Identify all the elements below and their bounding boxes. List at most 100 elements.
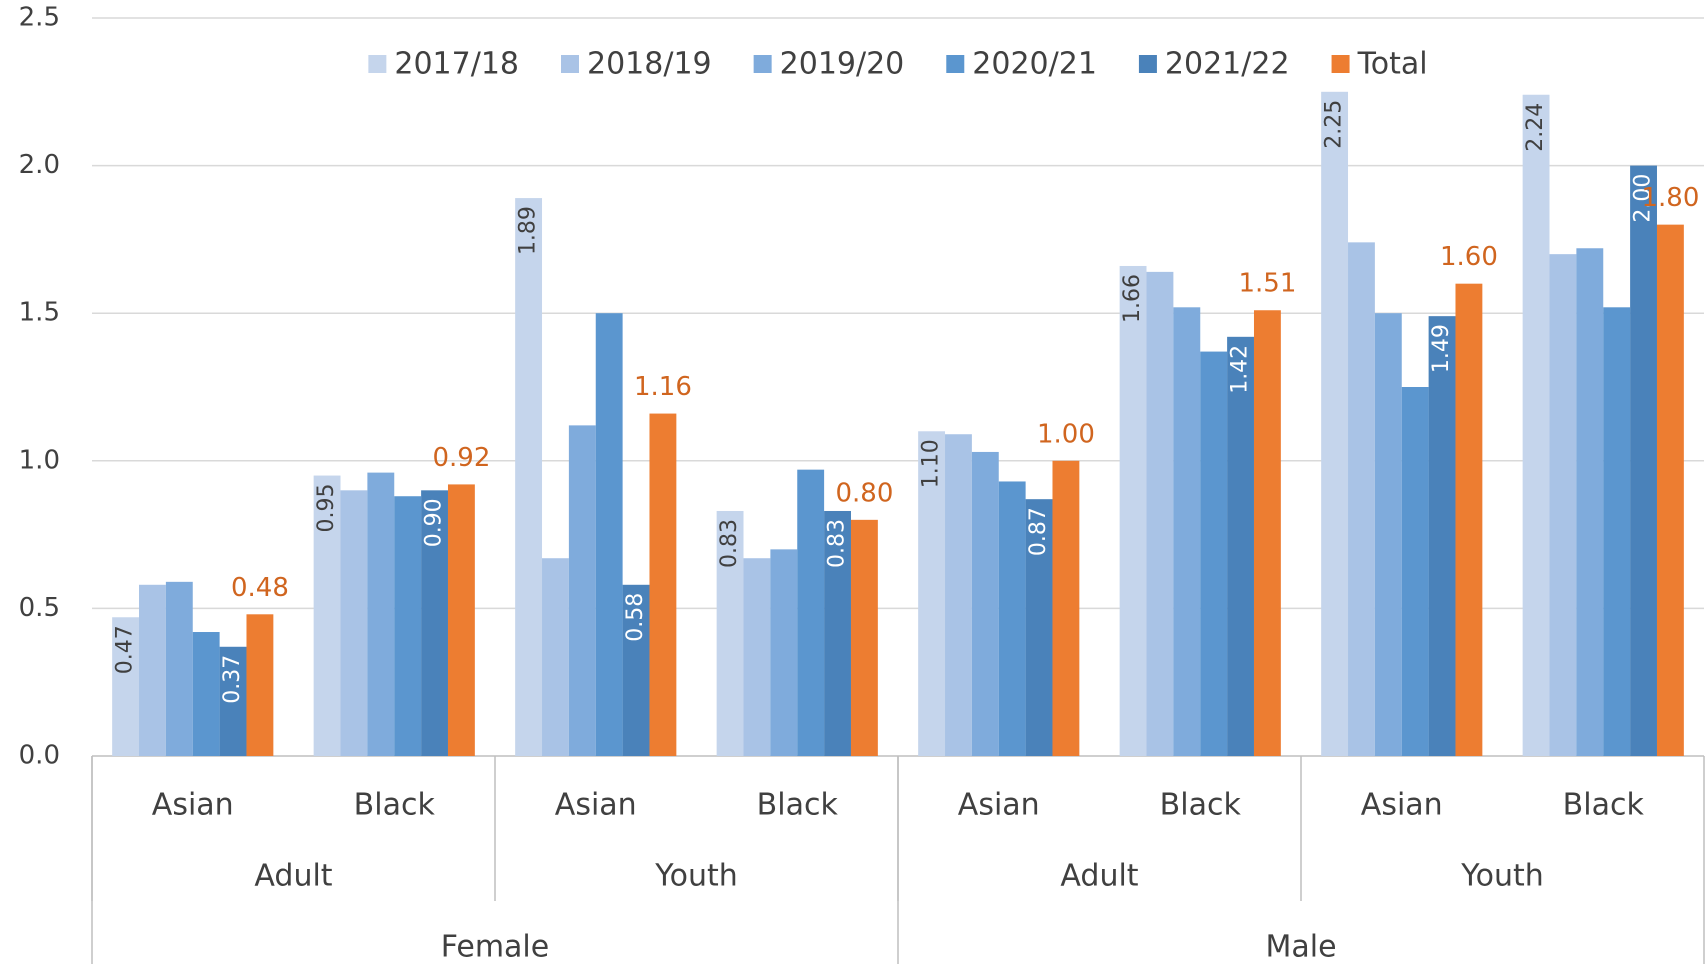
y-tick-label: 2.0	[19, 150, 60, 180]
data-label: 0.92	[432, 443, 490, 473]
bar	[1119, 265, 1147, 756]
bar	[1656, 224, 1684, 756]
bar	[192, 632, 220, 756]
bar	[313, 475, 341, 756]
x-tick-label: Black	[354, 788, 436, 823]
legend-label: Total	[1357, 47, 1428, 82]
legend-swatch	[561, 55, 579, 73]
x-tick-label: Asian	[555, 788, 637, 823]
y-tick-label: 1.0	[19, 445, 60, 475]
data-label: 1.49	[1429, 324, 1454, 373]
bar	[1200, 351, 1228, 756]
bar	[1146, 271, 1174, 756]
bar	[998, 481, 1026, 756]
bar	[1630, 165, 1657, 757]
bar	[219, 646, 247, 756]
bar	[1253, 310, 1281, 756]
x-group-label: Youth	[654, 859, 738, 894]
bar	[367, 472, 395, 756]
data-label: 0.48	[231, 573, 289, 603]
bar	[770, 549, 798, 756]
bar	[743, 558, 771, 756]
bar	[1052, 460, 1080, 756]
x-group-label: Adult	[1060, 859, 1138, 894]
x-group-label: Male	[1265, 930, 1336, 964]
bar	[394, 496, 422, 756]
bar	[515, 198, 543, 756]
bar	[850, 519, 878, 756]
data-label: 0.58	[623, 593, 648, 642]
legend-label: 2019/20	[780, 47, 905, 82]
data-label: 0.87	[1026, 507, 1051, 556]
bar	[1428, 316, 1456, 756]
x-tick-label: Black	[1160, 788, 1242, 823]
bar	[246, 614, 274, 756]
bar	[1374, 313, 1402, 756]
bar	[1522, 94, 1550, 756]
bar	[595, 313, 623, 756]
x-tick-label: Black	[757, 788, 839, 823]
data-label: 1.66	[1120, 274, 1145, 323]
bar	[542, 558, 569, 756]
bar	[945, 434, 972, 756]
legend-label: 2017/18	[394, 47, 519, 82]
bar	[797, 469, 825, 756]
y-tick-label: 0.0	[19, 741, 60, 771]
data-label: 1.00	[1037, 419, 1095, 449]
data-label: 1.51	[1238, 269, 1296, 299]
bar	[1576, 248, 1604, 757]
bar	[1025, 499, 1053, 756]
bar	[568, 425, 596, 756]
legend-swatch	[946, 55, 965, 73]
data-label: 0.47	[113, 625, 138, 674]
bar	[421, 490, 448, 756]
bar	[340, 490, 368, 756]
data-label: 0.95	[314, 484, 339, 533]
legend-swatch	[753, 55, 772, 73]
legend-swatch	[368, 55, 387, 73]
data-label: 1.42	[1228, 345, 1253, 394]
y-tick-label: 2.5	[19, 3, 60, 33]
legend-swatch	[1331, 55, 1350, 73]
bar	[1603, 307, 1631, 756]
legend-swatch	[1138, 55, 1157, 73]
data-label: 1.10	[919, 439, 944, 488]
data-label: 0.83	[825, 519, 850, 568]
bar	[971, 451, 999, 756]
data-label: 1.60	[1440, 242, 1498, 272]
bar	[165, 581, 193, 756]
bar	[1549, 254, 1577, 756]
legend-label: 2021/22	[1165, 47, 1290, 82]
data-label: 1.16	[634, 372, 692, 402]
bar	[622, 584, 650, 756]
data-label: 2.24	[1523, 103, 1548, 152]
bar	[1321, 91, 1349, 757]
data-label: 1.89	[516, 206, 541, 255]
bar	[1348, 242, 1375, 757]
bar	[716, 510, 744, 756]
data-label: 0.83	[717, 519, 742, 568]
data-label: 0.37	[220, 655, 245, 704]
bar	[1455, 283, 1483, 756]
bar	[1227, 336, 1254, 756]
bar	[918, 431, 946, 756]
x-tick-label: Black	[1563, 788, 1645, 823]
bar	[139, 584, 166, 756]
x-tick-label: Asian	[1361, 788, 1443, 823]
bar	[1173, 307, 1201, 756]
bar	[824, 510, 851, 756]
data-label: 1.80	[1641, 183, 1699, 213]
data-label: 0.80	[835, 478, 893, 508]
x-group-label: Female	[441, 930, 549, 964]
bar	[649, 413, 677, 756]
y-tick-label: 1.5	[19, 298, 60, 328]
bar	[1401, 387, 1429, 756]
data-label: 0.90	[422, 498, 447, 547]
x-group-label: Youth	[1460, 859, 1544, 894]
data-label: 2.25	[1322, 100, 1347, 149]
y-tick-label: 0.5	[19, 593, 60, 623]
bar	[447, 484, 475, 756]
x-group-label: Adult	[254, 859, 332, 894]
